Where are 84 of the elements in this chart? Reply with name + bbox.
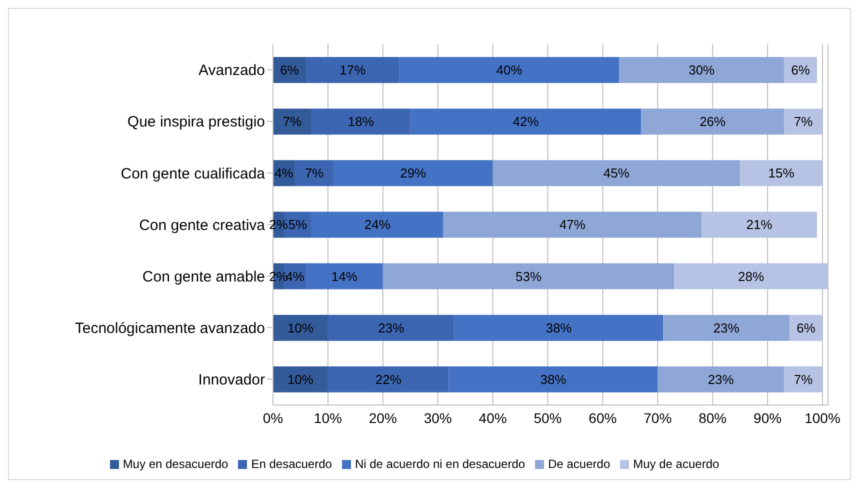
data-label: 7% <box>794 114 814 130</box>
data-label: 30% <box>688 62 716 78</box>
data-label: 29% <box>400 166 427 181</box>
data-label: 28% <box>738 268 765 284</box>
bar <box>619 57 784 83</box>
data-label: 26% <box>700 114 726 130</box>
data-label: 7% <box>794 372 814 387</box>
y-tick-label: Con gente creativa <box>139 216 266 234</box>
bar <box>784 366 823 392</box>
legend-label: Ni de acuerdo ni en desacuerdo <box>354 457 526 471</box>
data-label: 38% <box>540 372 567 387</box>
data-label: 4% <box>274 166 294 181</box>
data-label: 47% <box>559 217 586 232</box>
y-tick-label: Que inspira prestigio <box>127 114 265 131</box>
bar <box>273 366 328 392</box>
bar <box>294 160 334 186</box>
data-label: 6% <box>791 62 810 78</box>
x-tick-label: 20% <box>368 410 397 426</box>
bar <box>784 108 823 135</box>
bar <box>311 212 444 238</box>
bar <box>663 314 790 341</box>
data-label: 17% <box>340 62 366 78</box>
y-tick-label: Tecnológicamente avanzado <box>74 320 265 337</box>
bar <box>328 314 454 341</box>
legend-label: Muy en desacuerdo <box>122 457 228 471</box>
x-tick-label: 100% <box>804 410 840 426</box>
bar <box>454 314 664 341</box>
data-label: 22% <box>375 372 402 387</box>
x-tick-label: 10% <box>314 410 342 426</box>
data-label: 10% <box>287 320 314 336</box>
data-label: 14% <box>331 268 358 284</box>
data-label: 24% <box>364 217 391 232</box>
data-label: 21% <box>746 217 773 232</box>
x-tick-label: 0% <box>262 410 284 426</box>
bar <box>273 108 312 135</box>
legend-label: De acuerdo <box>548 457 610 471</box>
bar <box>306 57 400 83</box>
data-label: 42% <box>512 114 540 130</box>
x-tick-label: 80% <box>698 410 727 426</box>
x-tick-label: 30% <box>424 410 452 426</box>
data-label: 15% <box>768 166 795 181</box>
bar <box>382 263 674 290</box>
bar <box>740 160 823 186</box>
data-label: 5% <box>288 217 308 232</box>
bar <box>492 160 740 186</box>
y-tick-label: Con gente cualificada <box>120 165 266 182</box>
x-tick-label: 70% <box>644 410 672 426</box>
bar <box>410 108 642 135</box>
bar <box>333 160 493 186</box>
bar <box>443 212 702 238</box>
bar <box>328 366 449 392</box>
y-tick-label: Con gente amable <box>142 268 265 286</box>
bar <box>448 366 658 392</box>
y-tick-label: Innovador <box>198 372 265 389</box>
data-label: 6% <box>280 62 300 78</box>
data-label: 40% <box>496 62 523 78</box>
data-label: 45% <box>603 166 630 181</box>
data-label: 23% <box>378 320 405 336</box>
data-label: 23% <box>708 372 734 387</box>
data-label: 7% <box>282 114 302 130</box>
data-label: 23% <box>713 320 740 336</box>
data-label: 7% <box>304 166 324 181</box>
data-label: 53% <box>516 268 542 284</box>
bar <box>273 314 328 341</box>
x-tick-label: 40% <box>478 410 507 426</box>
bar <box>658 366 784 392</box>
bar <box>790 314 823 341</box>
x-tick-label: 60% <box>588 410 617 426</box>
legend-label: En desacuerdo <box>251 457 332 471</box>
data-label: 6% <box>796 320 816 336</box>
bar <box>311 108 410 135</box>
bar <box>784 57 818 83</box>
x-tick-label: 50% <box>534 410 562 426</box>
bar <box>306 263 383 290</box>
y-tick-label: Avanzado <box>198 62 265 80</box>
data-label: 10% <box>287 372 314 387</box>
bar <box>702 212 818 238</box>
bar <box>641 108 784 135</box>
legend-label: Muy de acuerdo <box>633 457 720 471</box>
data-label: 38% <box>546 320 572 336</box>
data-label: 18% <box>348 114 374 130</box>
bar <box>674 263 828 290</box>
bar <box>399 57 620 83</box>
x-tick-label: 90% <box>754 410 782 426</box>
